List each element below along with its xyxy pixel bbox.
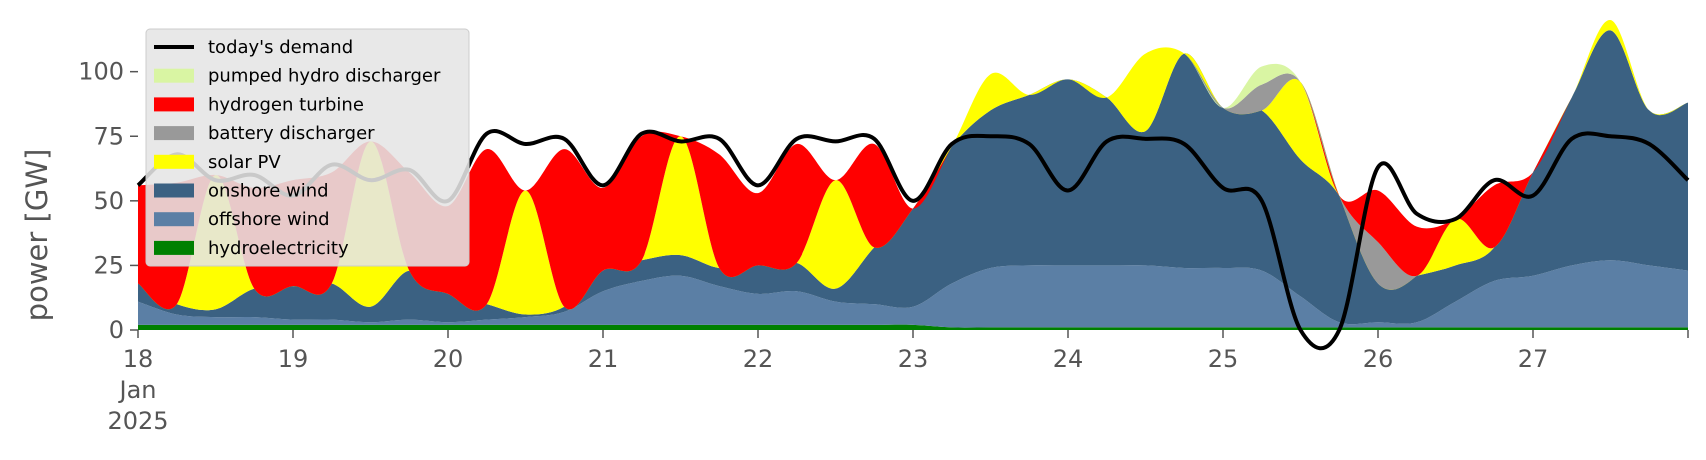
- x-tick-label: 20: [433, 345, 464, 373]
- area-hydrogen-turbine: [138, 19, 1688, 311]
- area-solar-pv: [138, 19, 1688, 315]
- legend-label-offshore-wind: offshore wind: [208, 209, 330, 230]
- legend-label-hydroelectricity: hydroelectricity: [208, 238, 349, 259]
- x-tick-label: 21: [588, 345, 619, 373]
- legend-swatch-solar-pv: [154, 154, 194, 169]
- legend-label-battery-discharger: battery discharger: [208, 123, 375, 144]
- y-tick-label: 0: [109, 316, 124, 344]
- legend-swatch-pumped-hydro-discharger: [154, 68, 194, 83]
- x-tick-label: 23: [898, 345, 929, 373]
- legend-swatch-battery-discharger: [154, 126, 194, 141]
- axes-layer: 0 25 50 75 100 18 Jan 2025 19 20 21 22 23 24 25 26 27 pow…: [20, 58, 1689, 435]
- x-tick-sublabel: Jan: [118, 376, 157, 404]
- x-tick-label: 19: [278, 345, 309, 373]
- x-tick-label: 22: [743, 345, 774, 373]
- y-tick-label: 75: [93, 122, 124, 150]
- x-tick-label: 25: [1208, 345, 1239, 373]
- x-tick-label: 18: [123, 345, 154, 373]
- legend-label-today-s-demand: today's demand: [208, 37, 353, 58]
- x-tick-label: 27: [1518, 345, 1549, 373]
- x-tick-label: 24: [1053, 345, 1084, 373]
- legend-label-pumped-hydro-discharger: pumped hydro discharger: [208, 66, 441, 87]
- area-onshore-wind: [138, 30, 1688, 325]
- legend-box: [145, 28, 470, 267]
- area-offshore-wind: [138, 260, 1688, 328]
- legend-label-onshore-wind: onshore wind: [208, 181, 329, 202]
- legend: today's demand pumped hydro discharger hyd…: [145, 28, 470, 267]
- legend-label-hydrogen-turbine: hydrogen turbine: [208, 94, 364, 115]
- x-tick-sublabel: 2025: [107, 407, 168, 435]
- y-tick-label: 50: [93, 187, 124, 215]
- x-tick-label: 26: [1363, 345, 1394, 373]
- legend-swatch-hydrogen-turbine: [154, 97, 194, 112]
- y-tick-label: 25: [93, 251, 124, 279]
- legend-swatch-offshore-wind: [154, 212, 194, 227]
- y-axis-title: power [GW]: [20, 149, 54, 322]
- legend-swatch-hydroelectricity: [154, 240, 194, 255]
- y-tick-label: 100: [78, 58, 124, 86]
- legend-label-solar-pv: solar PV: [208, 152, 281, 173]
- legend-swatch-onshore-wind: [154, 183, 194, 198]
